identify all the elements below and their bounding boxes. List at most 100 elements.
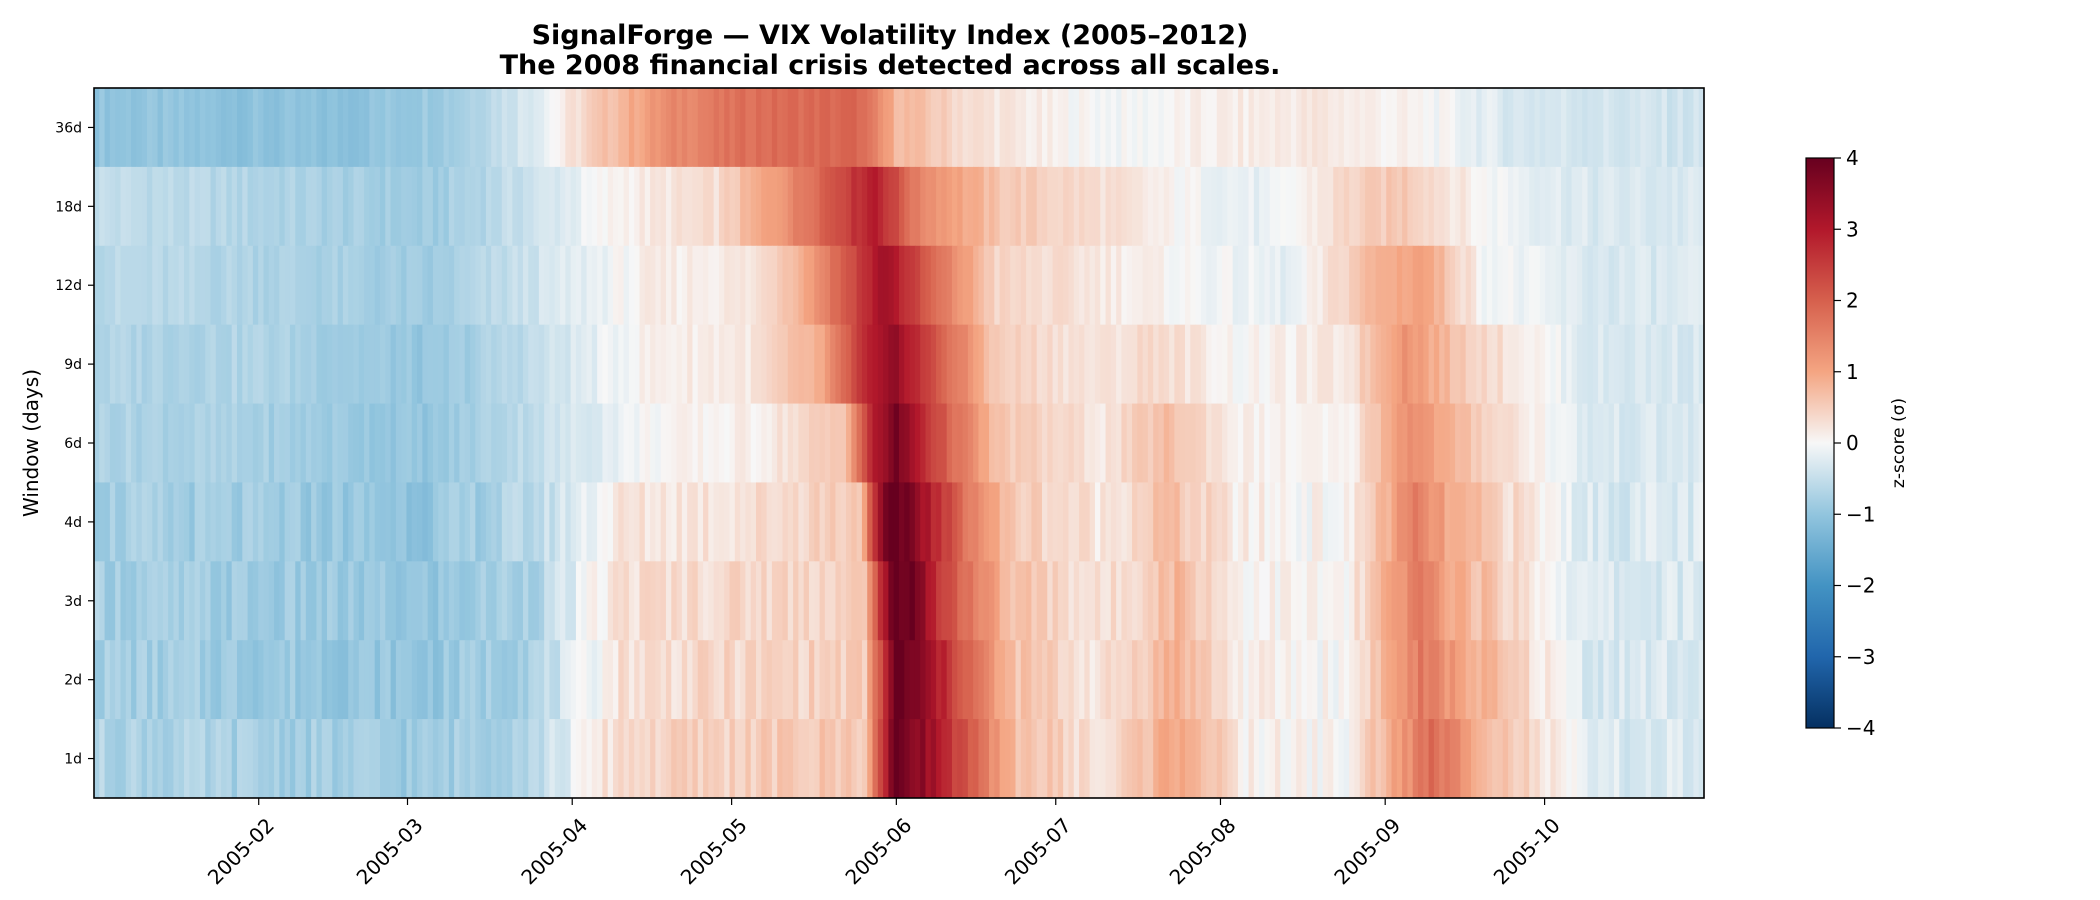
heatmap-cell bbox=[104, 403, 111, 483]
heatmap-cell bbox=[1619, 166, 1626, 247]
heatmap-cell bbox=[914, 166, 921, 247]
heatmap-cell bbox=[327, 88, 333, 168]
heatmap-cell bbox=[623, 403, 630, 483]
heatmap-cell bbox=[1386, 324, 1393, 405]
colorbar-tick-label: 4 bbox=[1846, 146, 1859, 170]
heatmap-cell bbox=[1444, 719, 1451, 799]
heatmap-cell bbox=[1179, 719, 1186, 799]
heatmap-cell bbox=[1211, 245, 1218, 326]
heatmap-cell bbox=[247, 166, 254, 247]
heatmap-cell bbox=[893, 640, 900, 720]
heatmap-cell bbox=[1396, 482, 1403, 562]
heatmap-cell bbox=[1100, 482, 1107, 562]
heatmap-cell bbox=[157, 403, 164, 483]
heatmap-cell bbox=[581, 324, 588, 405]
heatmap-cell bbox=[888, 403, 895, 483]
heatmap-cell bbox=[1052, 245, 1059, 326]
heatmap-cell bbox=[1317, 561, 1324, 641]
heatmap-cell bbox=[777, 482, 784, 562]
heatmap-cell bbox=[623, 561, 630, 641]
heatmap-cell bbox=[215, 166, 222, 247]
heatmap-cell bbox=[1184, 482, 1191, 562]
heatmap-cell bbox=[1661, 245, 1668, 326]
heatmap-cell bbox=[867, 166, 874, 247]
heatmap-cell bbox=[793, 166, 799, 247]
heatmap-cell bbox=[274, 166, 280, 247]
heatmap-cell bbox=[1264, 403, 1271, 483]
heatmap-cell bbox=[1280, 482, 1287, 562]
heatmap-cell bbox=[1651, 482, 1657, 562]
heatmap-cell bbox=[718, 561, 725, 641]
heatmap-cell bbox=[1513, 166, 1520, 247]
heatmap-cell bbox=[1672, 561, 1679, 641]
heatmap-cell bbox=[1052, 482, 1059, 562]
heatmap-cell bbox=[337, 403, 344, 483]
heatmap-cell bbox=[591, 719, 598, 799]
heatmap-cell bbox=[485, 245, 492, 326]
heatmap-cell bbox=[904, 561, 911, 641]
heatmap-cell bbox=[379, 640, 386, 720]
heatmap-cell bbox=[1455, 166, 1461, 247]
heatmap-cell bbox=[1206, 482, 1213, 562]
heatmap-cell bbox=[364, 88, 370, 168]
heatmap-cell bbox=[692, 245, 699, 326]
heatmap-cell bbox=[1280, 403, 1287, 483]
heatmap-cell bbox=[274, 324, 280, 405]
heatmap-cell bbox=[1460, 245, 1467, 326]
heatmap-cell bbox=[485, 719, 492, 799]
heatmap-cell bbox=[808, 245, 815, 326]
heatmap-cell bbox=[115, 561, 122, 641]
heatmap-cell bbox=[1153, 719, 1160, 799]
heatmap-cell bbox=[1026, 166, 1033, 247]
heatmap-cell bbox=[1259, 482, 1266, 562]
heatmap-cell bbox=[607, 561, 614, 641]
heatmap-cell bbox=[353, 561, 360, 641]
heatmap-cell bbox=[1598, 245, 1604, 326]
heatmap-cell bbox=[496, 88, 503, 168]
heatmap-cell bbox=[1661, 403, 1668, 483]
heatmap-cell bbox=[618, 561, 625, 641]
heatmap-cell bbox=[1492, 403, 1499, 483]
heatmap-cell bbox=[131, 640, 137, 720]
heatmap-cell bbox=[1105, 561, 1112, 641]
heatmap-cell bbox=[1084, 166, 1091, 247]
heatmap-cell bbox=[1259, 245, 1266, 326]
heatmap-cell bbox=[1174, 719, 1181, 799]
heatmap-cell bbox=[936, 561, 942, 641]
heatmap-cell bbox=[1608, 166, 1615, 247]
heatmap-cell bbox=[1343, 482, 1350, 562]
heatmap-cell bbox=[1063, 719, 1070, 799]
heatmap-cell bbox=[327, 245, 333, 326]
heatmap-cell bbox=[231, 719, 238, 799]
heatmap-cell bbox=[231, 561, 238, 641]
heatmap-cell bbox=[1253, 324, 1260, 405]
heatmap-cell bbox=[1645, 403, 1652, 483]
heatmap-cell bbox=[1539, 166, 1546, 247]
heatmap-cell bbox=[639, 719, 646, 799]
heatmap-cell bbox=[565, 561, 572, 641]
heatmap-cell bbox=[867, 482, 874, 562]
heatmap-cell bbox=[1682, 166, 1689, 247]
heatmap-cell bbox=[199, 166, 206, 247]
heatmap-cell bbox=[485, 166, 492, 247]
heatmap-cell bbox=[274, 482, 280, 562]
heatmap-cell bbox=[184, 403, 190, 483]
heatmap-cell bbox=[1449, 403, 1456, 483]
heatmap-cell bbox=[131, 245, 137, 326]
heatmap-cell bbox=[560, 245, 566, 326]
heatmap-cell bbox=[1418, 403, 1424, 483]
heatmap-cell bbox=[1391, 88, 1398, 168]
heatmap-cell bbox=[1094, 403, 1101, 483]
heatmap-cell bbox=[385, 88, 392, 168]
heatmap-cell bbox=[284, 482, 291, 562]
heatmap-cell bbox=[157, 324, 164, 405]
heatmap-cell bbox=[443, 166, 450, 247]
heatmap-cell bbox=[131, 719, 137, 799]
heatmap-cell bbox=[560, 640, 566, 720]
heatmap-cell bbox=[1153, 324, 1160, 405]
heatmap-cell bbox=[1433, 88, 1440, 168]
heatmap-cell bbox=[1004, 403, 1011, 483]
heatmap-cell bbox=[1428, 403, 1435, 483]
heatmap-cell bbox=[724, 561, 731, 641]
heatmap-cell bbox=[1110, 719, 1117, 799]
